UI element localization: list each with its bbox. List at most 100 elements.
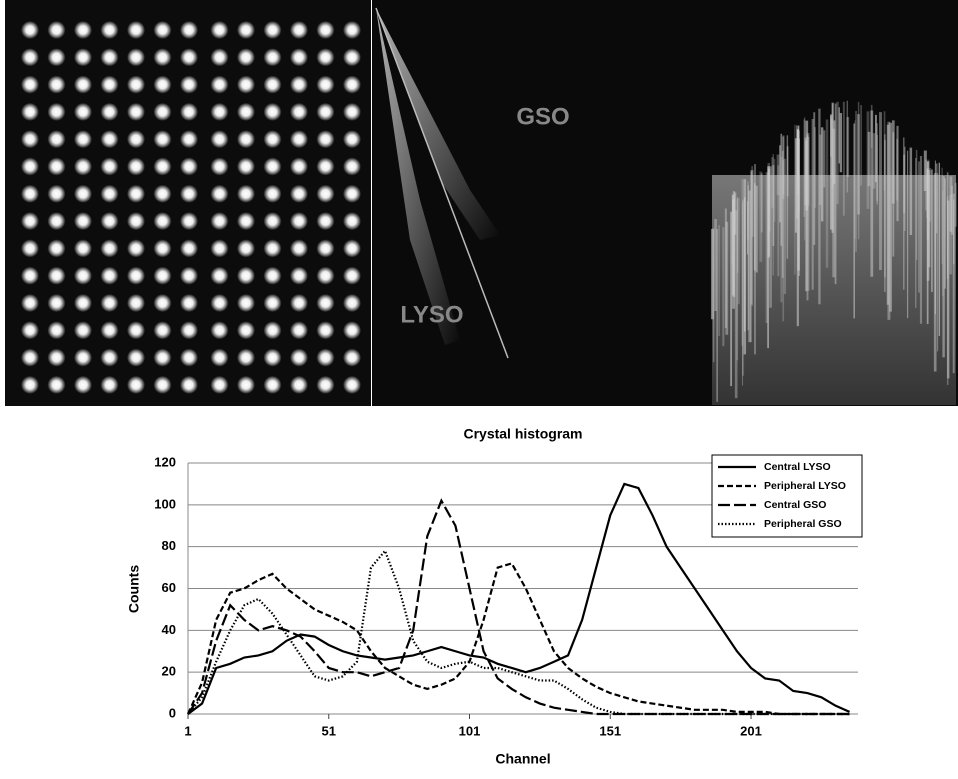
spot <box>237 130 255 149</box>
spot <box>153 239 172 258</box>
spot <box>127 48 145 67</box>
spot <box>316 321 335 340</box>
spot <box>100 102 119 121</box>
energy-bg <box>712 175 956 405</box>
y-axis-label: Counts <box>126 565 142 613</box>
spot <box>180 48 198 67</box>
spot <box>21 239 39 258</box>
spot <box>74 212 92 231</box>
y-tick-label: 0 <box>169 705 176 720</box>
spot <box>210 130 229 149</box>
spot <box>100 212 119 231</box>
spot <box>290 157 308 176</box>
spot <box>180 21 198 39</box>
spot <box>47 375 66 394</box>
y-tick-label: 100 <box>154 496 176 511</box>
spot <box>237 239 255 258</box>
spot <box>127 348 145 367</box>
spot <box>316 48 335 67</box>
spot <box>263 21 282 39</box>
legend-label: Central GSO <box>764 499 826 511</box>
spot <box>153 348 172 367</box>
spot <box>290 239 308 258</box>
spot <box>290 348 308 367</box>
spot <box>263 102 282 121</box>
spot <box>210 321 229 340</box>
spot <box>100 184 119 203</box>
spot <box>290 294 308 312</box>
spot <box>127 157 145 176</box>
y-tick-label: 20 <box>162 664 176 679</box>
spot <box>210 184 229 203</box>
spot <box>316 348 335 367</box>
spot <box>237 212 255 231</box>
spot <box>290 321 308 340</box>
spot <box>343 348 361 367</box>
spot <box>237 157 255 176</box>
spot <box>290 266 308 285</box>
spot <box>21 21 39 39</box>
spot <box>180 75 198 94</box>
spot <box>210 21 229 39</box>
y-tick-label: 40 <box>162 622 176 637</box>
x-tick-label: 151 <box>599 723 621 738</box>
spot <box>316 375 335 394</box>
spot <box>21 266 39 285</box>
y-tick-label: 80 <box>162 538 176 553</box>
spot <box>153 130 172 149</box>
spot <box>180 102 198 121</box>
spot <box>210 102 229 121</box>
spot <box>74 48 92 67</box>
crystal-spots <box>21 21 361 394</box>
spot <box>316 130 335 149</box>
spot <box>153 48 172 67</box>
spot <box>74 157 92 176</box>
spot <box>21 212 39 231</box>
series-line <box>187 548 850 716</box>
spot <box>263 375 282 394</box>
spot <box>21 48 39 67</box>
spot <box>100 321 119 340</box>
spot <box>74 102 92 121</box>
spot <box>343 212 361 231</box>
spot <box>74 266 92 285</box>
spot <box>210 212 229 231</box>
spot <box>100 375 119 394</box>
spot <box>237 75 255 94</box>
spot <box>100 239 119 258</box>
spot <box>343 375 361 394</box>
spot <box>316 184 335 203</box>
spot <box>47 157 66 176</box>
x-tick-label: 51 <box>322 723 336 738</box>
spot <box>290 375 308 394</box>
spot <box>100 130 119 149</box>
series-line <box>186 562 850 716</box>
spot <box>100 348 119 367</box>
spot <box>100 157 119 176</box>
spot <box>100 48 119 67</box>
spot <box>74 21 92 39</box>
spot <box>100 21 119 39</box>
spot <box>127 266 145 285</box>
spot <box>153 102 172 121</box>
spot <box>47 348 66 367</box>
spot <box>290 102 308 121</box>
spot <box>343 157 361 176</box>
spot <box>127 239 145 258</box>
spot <box>180 184 198 203</box>
spot <box>210 48 229 67</box>
spot <box>263 212 282 231</box>
energy-streaks <box>710 100 957 405</box>
spot <box>343 21 361 39</box>
spot <box>180 321 198 340</box>
x-tick-label: 1 <box>184 723 191 738</box>
spot <box>47 212 66 231</box>
spot <box>316 21 335 39</box>
y-tick-label: 120 <box>154 454 176 469</box>
spot <box>180 266 198 285</box>
spot <box>153 321 172 340</box>
spot <box>127 321 145 340</box>
spot <box>263 184 282 203</box>
spot <box>21 102 39 121</box>
